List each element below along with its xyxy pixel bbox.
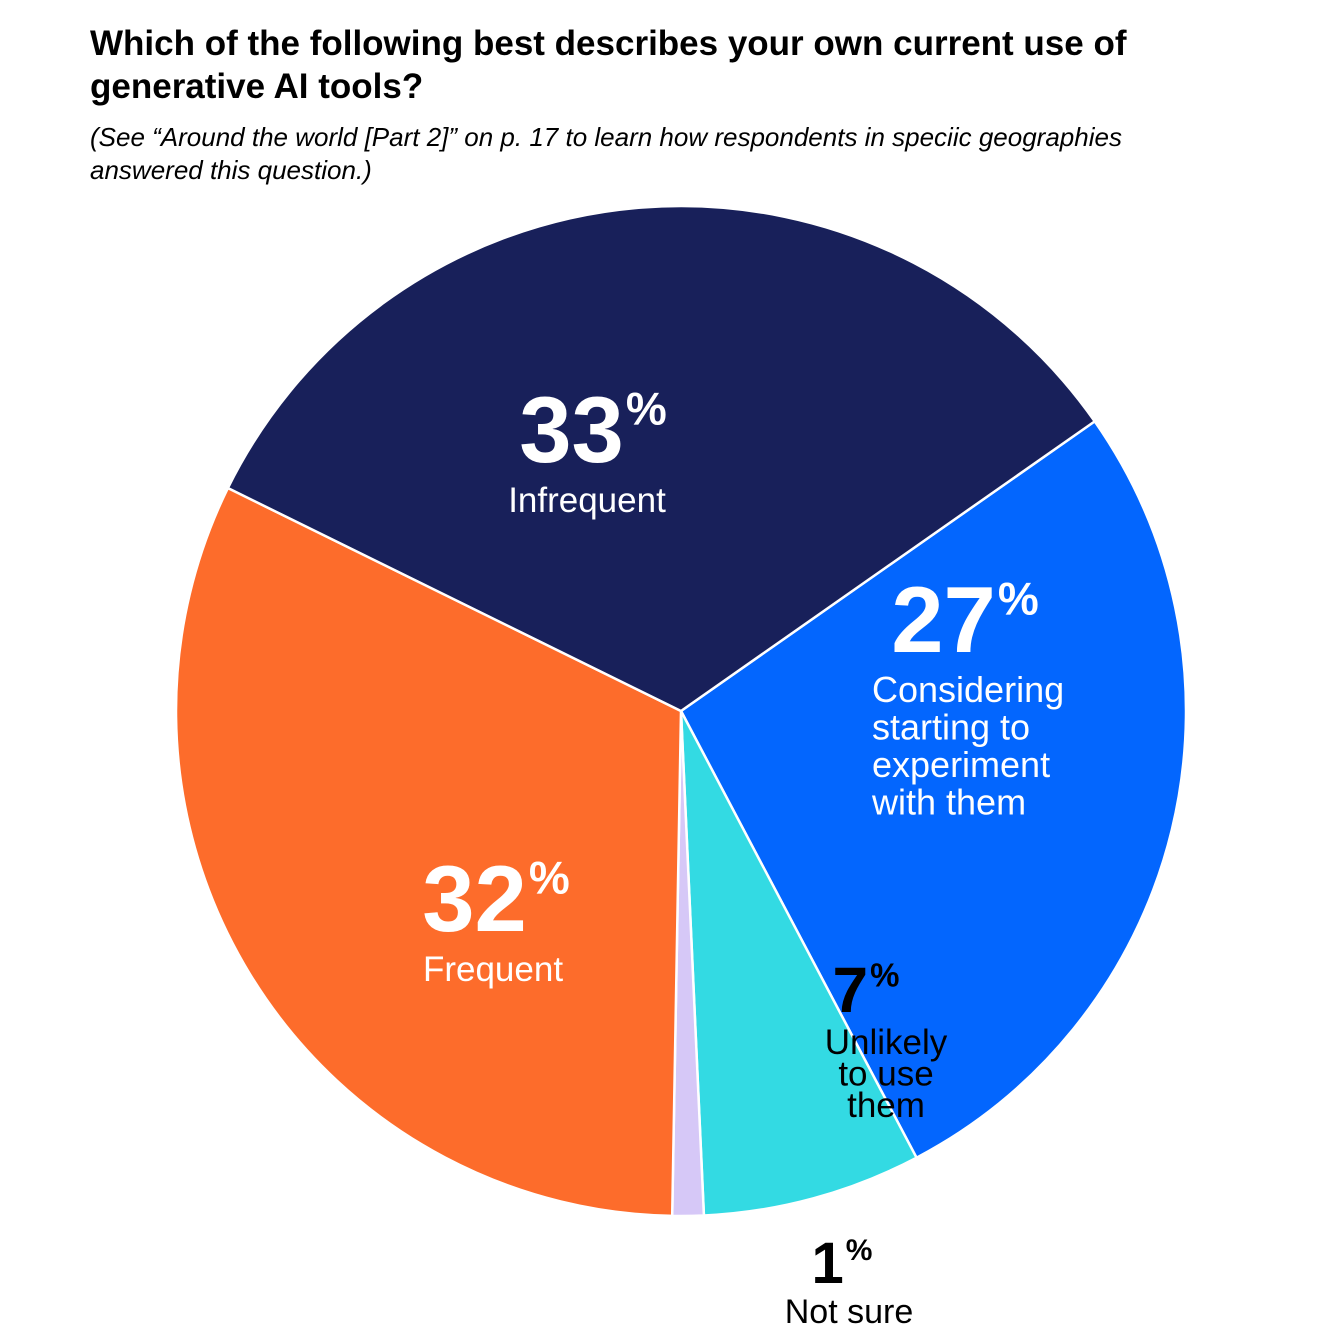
pie-slice-unlikely-to-use-them (679, 709, 918, 1217)
pie-slice-infrequent (226, 204, 1096, 713)
slice-value-infrequent: 33% (519, 377, 666, 482)
slice-label-not-sure: 1%Not sure (785, 1231, 914, 1331)
slice-category-considering-starting-to-experiment-with-them: Considering starting to experiment with the… (871, 669, 1064, 823)
slice-category-unlikely-to-use-them: Unlikely to use them (825, 1023, 948, 1125)
slice-category-infrequent: Infrequent (508, 481, 666, 520)
slice-category-frequent: Frequent (423, 950, 563, 989)
slice-label-frequent: 32%Frequent (422, 846, 569, 989)
chart-subtitle: (See “Around the world [Part 2]” on p. 1… (90, 122, 1122, 185)
slice-value-considering-starting-to-experiment-with-them: 27% (891, 567, 1038, 672)
pie-labels: 27%Considering starting to experiment with … (422, 377, 1064, 1331)
slice-label-unlikely-to-use-them: 7%Unlikely to use them (825, 954, 948, 1125)
slice-label-infrequent: 33%Infrequent (508, 377, 667, 520)
pie-slices (174, 204, 1188, 1218)
slice-value-frequent: 32% (422, 846, 569, 951)
slice-category-not-sure: Not sure (785, 1293, 914, 1331)
slice-value-unlikely-to-use-them: 7% (833, 954, 900, 1026)
pie-slice-considering-starting-to-experiment-with-them (679, 420, 1188, 1159)
chart-title: Which of the following best describes yo… (90, 24, 1127, 106)
slice-value-not-sure: 1% (812, 1231, 873, 1296)
slice-label-considering-starting-to-experiment-with-them: 27%Considering starting to experiment with … (871, 567, 1064, 823)
pie-slice-frequent (174, 486, 683, 1218)
